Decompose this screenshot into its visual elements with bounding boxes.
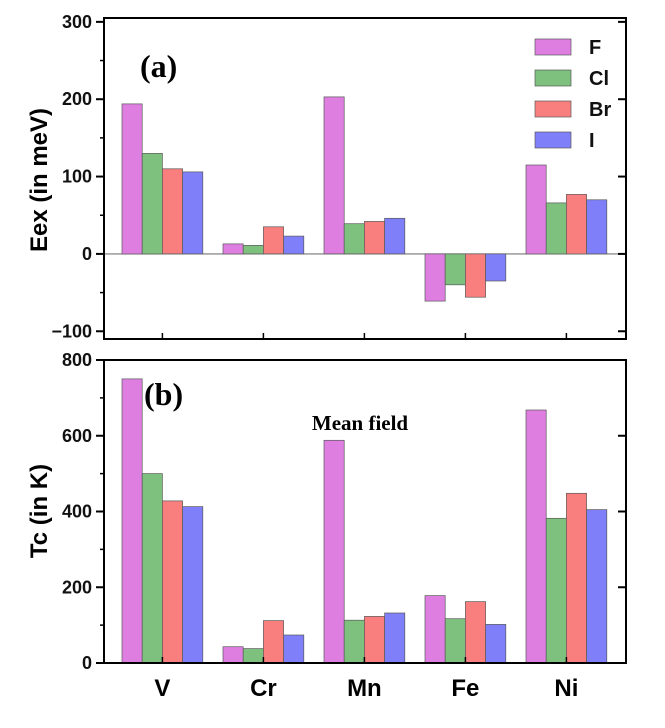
panel-a-bar-cr-f [222,243,244,255]
panel-b-bar-cr-f [222,646,244,664]
panel-b-bar-fe-cl [444,618,466,664]
panel-b-curie-temperature: 0 200 400 600 800 (b) Mean field Tc (in K) [26,350,627,673]
panel-a-bar-mn-f [323,96,345,255]
x-label-fe: Fe [451,675,479,702]
panel-a-ytick-label-200: 200 [62,89,92,109]
panel-a-bar-v-i [182,171,204,255]
panel-b-bar-fe-f [424,595,446,664]
panel-b-bar-cr-cl [242,648,264,664]
legend-label-br: Br [589,99,611,121]
panel-a-bar-mn-cl [343,223,365,255]
mean-field-annotation: Mean field [312,411,409,435]
panel-a-label: (a) [140,48,177,84]
panel-a-bar-ni-br [566,194,587,255]
x-label-cr: Cr [250,675,277,702]
panel-a-bar-v-br [162,168,183,255]
panel-a-ytick-label-100: 100 [62,167,92,187]
legend-label-f: F [589,37,601,59]
panel-b-bar-v-i [182,506,204,664]
panel-a-bar-v-f [121,103,143,255]
legend: F Cl Br I [534,37,611,152]
panel-b-ytick-label-400: 400 [62,502,92,522]
panel-a-bar-cr-br [263,226,284,255]
panel-a-bar-cr-i [283,235,305,255]
panel-a-ytick-label--100: −100 [51,321,92,341]
x-label-mn: Mn [347,675,382,702]
panel-b-bar-ni-cl [545,517,567,664]
panel-b-label: (b) [144,376,183,412]
panel-b-y-axis: 0 200 400 600 800 [62,350,626,673]
panel-b-bars [121,378,608,664]
legend-swatch-cl [534,69,572,87]
panel-a-bars [104,96,626,302]
panel-a-bar-ni-f [525,164,547,255]
panel-a-bar-ni-i [586,199,608,255]
panel-a-bar-v-cl [141,153,163,255]
x-axis-category-labels: V Cr Mn Fe Ni [154,675,578,702]
panel-a-ytick-label-0: 0 [82,244,92,264]
panel-b-ytick-label-600: 600 [62,426,92,446]
panel-b-bar-mn-cl [343,619,365,664]
panel-b-bar-mn-i [384,612,406,664]
legend-swatch-f [534,38,572,56]
panel-a-bar-mn-i [384,217,406,255]
panel-a-ytick-label-300: 300 [62,12,92,32]
panel-a-bar-fe-i [485,253,507,282]
x-label-v: V [154,675,170,702]
panel-b-bar-ni-br [566,492,587,664]
panel-b-y-axis-title: Tc (in K) [26,464,53,558]
panel-b-bar-ni-i [586,509,608,664]
panel-b-bar-ni-f [525,409,547,664]
panel-b-bar-mn-br [364,616,385,664]
panel-a-bar-ni-cl [545,202,567,255]
panel-b-bar-v-br [162,500,183,664]
panel-a-bar-fe-br [465,253,486,298]
panel-b-bar-v-cl [141,473,163,664]
panel-a-bar-mn-br [364,221,385,255]
legend-swatch-br [534,100,572,118]
x-label-ni: Ni [554,675,578,702]
panel-b-ytick-label-0: 0 [82,653,92,673]
panel-b-bar-cr-i [283,634,305,664]
panel-a-bar-fe-cl [444,253,466,286]
panel-a-bar-cr-cl [242,245,264,255]
panel-b-bar-v-f [121,378,143,664]
legend-swatch-i [534,131,572,149]
legend-label-cl: Cl [589,68,609,90]
panel-b-bar-fe-i [485,624,507,664]
panel-a-exchange-energy: −100 0 100 200 300 (a) Eex (in meV) F Cl Br I [26,12,627,341]
panel-b-ytick-label-800: 800 [62,350,92,370]
panel-b-bar-cr-br [263,620,284,664]
panel-b-bar-mn-f [323,439,345,664]
panel-a-y-axis: −100 0 100 200 300 [51,12,626,341]
legend-label-i: I [589,130,595,152]
panel-a-bar-fe-f [424,253,446,302]
panel-b-bar-fe-br [465,601,486,664]
panel-a-y-axis-title: Eex (in meV) [26,108,53,252]
panel-b-ytick-label-200: 200 [62,577,92,597]
